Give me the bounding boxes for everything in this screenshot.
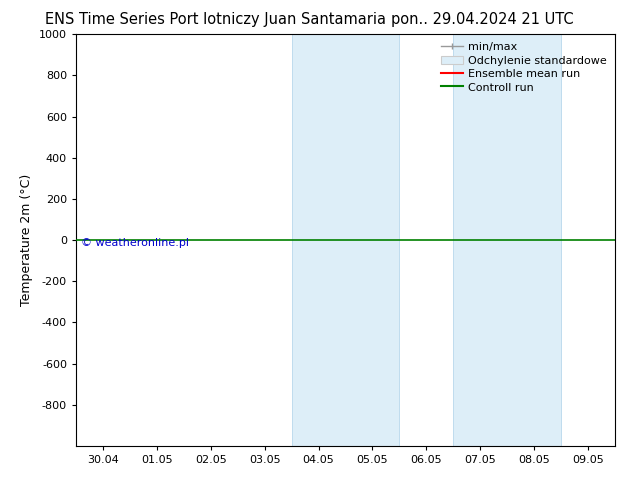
Text: pon.. 29.04.2024 21 UTC: pon.. 29.04.2024 21 UTC [391,12,573,27]
Y-axis label: Temperature 2m (°C): Temperature 2m (°C) [20,174,34,306]
Legend: min/max, Odchylenie standardowe, Ensemble mean run, Controll run: min/max, Odchylenie standardowe, Ensembl… [436,38,612,97]
Bar [292,34,399,446]
Text: ENS Time Series Port lotniczy Juan Santamaria: ENS Time Series Port lotniczy Juan Santa… [45,12,386,27]
Text: © weatheronline.pl: © weatheronline.pl [81,238,190,248]
Bar [453,34,561,446]
